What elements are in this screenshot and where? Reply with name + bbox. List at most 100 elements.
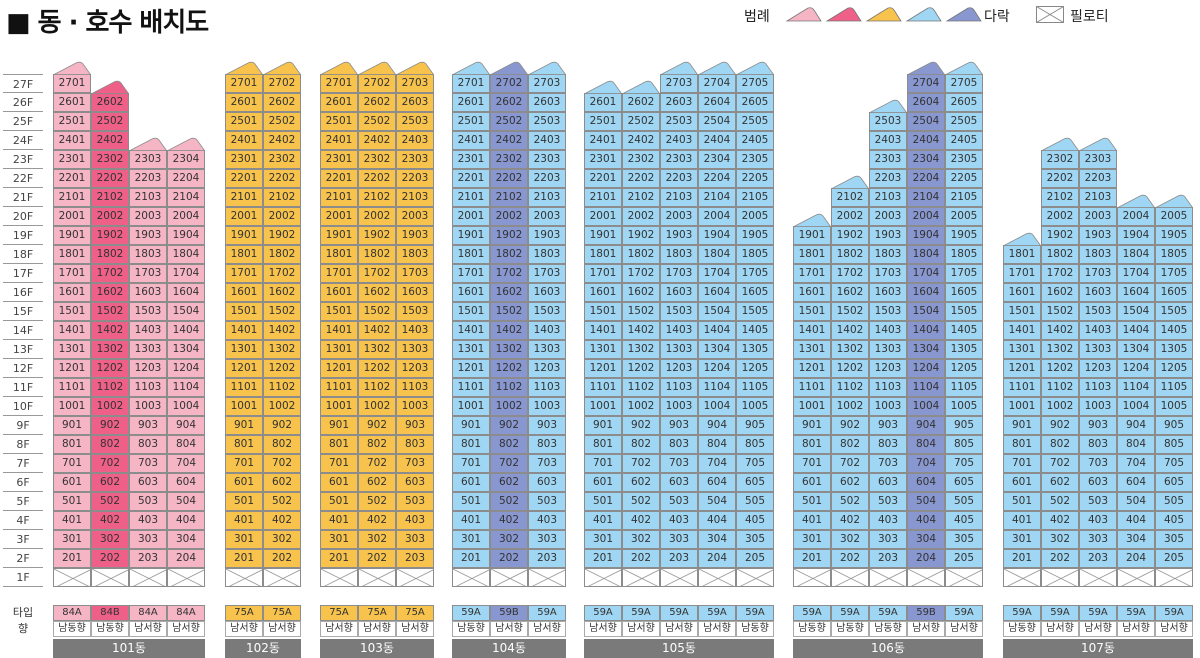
unit-cell: 1401 — [793, 321, 831, 340]
unit-cell: 805 — [736, 435, 774, 454]
unit-cell: 601 — [53, 473, 91, 492]
unit-cell: 201 — [1003, 549, 1041, 568]
unit-cell: 2402 — [263, 131, 301, 150]
unit-cell: 1301 — [1003, 340, 1041, 359]
unit-cell: 902 — [358, 416, 396, 435]
unit-cell: 1403 — [528, 321, 566, 340]
unit-cell: 2702 — [358, 74, 396, 93]
floor-label: 17F — [3, 264, 43, 283]
unit-cell: 405 — [945, 511, 983, 530]
floor-axis: 27F 26F 25F 24F 23F 22F 21F 20F 19F 18F 17F 16F 15F 1… — [0, 0, 45, 657]
unit-cell: 1504 — [1117, 302, 1155, 321]
unit-cell: 1002 — [490, 397, 528, 416]
roof-attic-icon — [91, 80, 129, 94]
unit-cell: 501 — [225, 492, 263, 511]
unit-cell: 2203 — [528, 169, 566, 188]
unit-cell: 901 — [225, 416, 263, 435]
unit-cell: 2001 — [452, 207, 490, 226]
unit-cell: 1101 — [53, 378, 91, 397]
unit-cell: 303 — [1079, 530, 1117, 549]
unit-cell: 1903 — [869, 226, 907, 245]
unit-cell: 2601 — [225, 93, 263, 112]
unit-cell: 1102 — [91, 378, 129, 397]
unit-cell: 1101 — [225, 378, 263, 397]
unit-cell: 803 — [396, 435, 434, 454]
unit-cell: 205 — [1155, 549, 1193, 568]
unit-cell: 604 — [907, 473, 945, 492]
unit-cell: 1001 — [793, 397, 831, 416]
unit-cell: 902 — [263, 416, 301, 435]
unit-cell: 2004 — [698, 207, 736, 226]
type-row-label: 타입 — [12, 606, 34, 619]
unit-cell: 404 — [907, 511, 945, 530]
unit-cell: 1502 — [831, 302, 869, 321]
unit-cell: 1403 — [129, 321, 167, 340]
unit-cell: 2301 — [584, 150, 622, 169]
unit-cell: 602 — [622, 473, 660, 492]
unit-cell: 2103 — [660, 188, 698, 207]
unit-cell: 1502 — [1041, 302, 1079, 321]
unit-cell: 1605 — [736, 283, 774, 302]
unit-cell: 2202 — [622, 169, 660, 188]
unit-cell: 2204 — [167, 169, 205, 188]
piloti-icon — [945, 568, 983, 587]
direction-cell: 남동향 — [53, 621, 91, 637]
unit-cell: 204 — [1117, 549, 1155, 568]
piloti-icon — [53, 568, 91, 587]
piloti-icon — [320, 568, 358, 587]
unit-cell: 1003 — [660, 397, 698, 416]
unit-cell: 1305 — [1155, 340, 1193, 359]
unit-cell: 2102 — [1041, 188, 1079, 207]
unit-cell: 1001 — [225, 397, 263, 416]
unit-cell: 402 — [490, 511, 528, 530]
unit-cell: 501 — [452, 492, 490, 511]
unit-cell: 1503 — [660, 302, 698, 321]
direction-cell: 남서향 — [945, 621, 983, 637]
unit-cell: 2503 — [528, 112, 566, 131]
unit-cell: 802 — [91, 435, 129, 454]
legend-swatch-59a — [906, 7, 942, 22]
unit-cell: 1801 — [320, 245, 358, 264]
building-label: 103동 — [320, 639, 434, 658]
direction-cell: 남서향 — [1079, 621, 1117, 637]
unit-cell: 601 — [793, 473, 831, 492]
unit-cell: 2203 — [869, 169, 907, 188]
unit-cell: 603 — [528, 473, 566, 492]
unit-cell: 1805 — [945, 245, 983, 264]
direction-cell: 남동향 — [1003, 621, 1041, 637]
unit-type-cell: 75A — [358, 605, 396, 621]
unit-cell: 2603 — [660, 93, 698, 112]
unit-cell: 1001 — [320, 397, 358, 416]
unit-cell: 1702 — [263, 264, 301, 283]
unit-cell: 1801 — [225, 245, 263, 264]
roof-attic-icon — [167, 137, 205, 151]
unit-cell: 405 — [1155, 511, 1193, 530]
unit-type-cell: 59A — [869, 605, 907, 621]
unit-cell: 304 — [698, 530, 736, 549]
unit-cell: 2402 — [622, 131, 660, 150]
unit-cell: 2301 — [225, 150, 263, 169]
unit-type-cell: 59A — [1003, 605, 1041, 621]
unit-cell: 805 — [1155, 435, 1193, 454]
direction-cell: 남서향 — [528, 621, 566, 637]
unit-cell: 1702 — [358, 264, 396, 283]
unit-cell: 2102 — [831, 188, 869, 207]
unit-cell: 303 — [869, 530, 907, 549]
unit-cell: 402 — [91, 511, 129, 530]
unit-cell: 1703 — [1079, 264, 1117, 283]
unit-cell: 2203 — [660, 169, 698, 188]
unit-cell: 502 — [831, 492, 869, 511]
unit-cell: 2003 — [396, 207, 434, 226]
unit-cell: 2101 — [320, 188, 358, 207]
unit-cell: 202 — [91, 549, 129, 568]
unit-cell: 1004 — [1117, 397, 1155, 416]
unit-cell: 1404 — [1117, 321, 1155, 340]
unit-cell: 301 — [1003, 530, 1041, 549]
unit-cell: 903 — [1079, 416, 1117, 435]
unit-cell: 2602 — [490, 93, 528, 112]
unit-cell: 1202 — [91, 359, 129, 378]
unit-cell: 302 — [622, 530, 660, 549]
unit-cell: 402 — [622, 511, 660, 530]
unit-cell: 802 — [831, 435, 869, 454]
unit-cell: 1301 — [452, 340, 490, 359]
